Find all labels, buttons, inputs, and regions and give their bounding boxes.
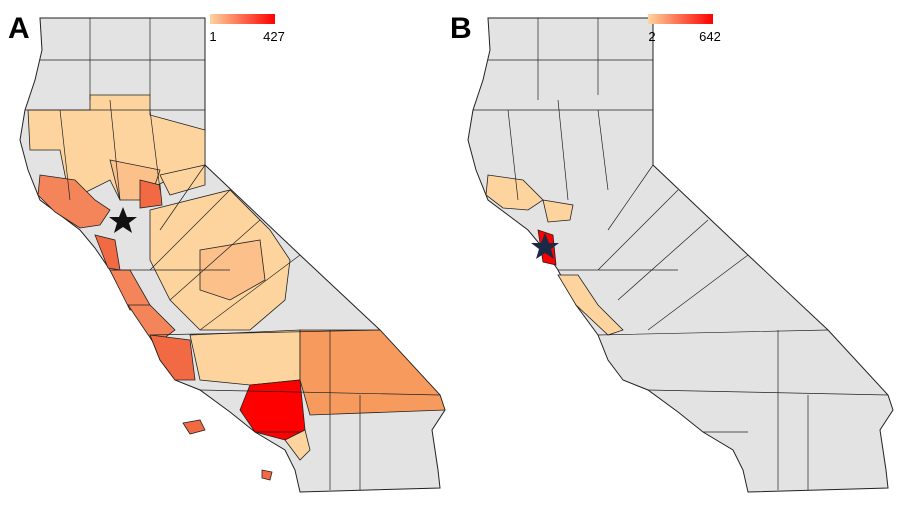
legend-max: 427 — [263, 29, 285, 44]
legend-gradient — [648, 14, 713, 24]
panel-b: B 2 642 — [450, 12, 894, 493]
legend-min: 1 — [209, 29, 216, 44]
legend-max: 642 — [699, 29, 721, 44]
star-marker — [531, 233, 559, 259]
panel-a: A 1 427 — [8, 12, 446, 493]
star-marker — [109, 207, 137, 233]
legend-min: 2 — [648, 29, 655, 44]
counties-shaded — [27, 94, 446, 481]
legend-gradient — [210, 14, 275, 24]
panel-label: B — [450, 12, 472, 45]
panel-label: A — [8, 12, 30, 45]
state-outline — [467, 17, 894, 493]
